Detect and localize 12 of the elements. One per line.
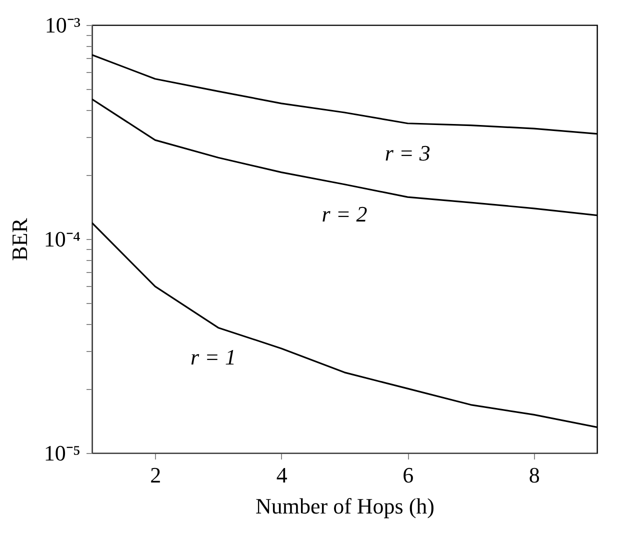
y-tick-label: 10⁻³: [44, 12, 81, 38]
x-tick-label: 6: [402, 462, 414, 488]
y-tick-label: 10⁻⁵: [44, 440, 80, 466]
x-tick-label: 8: [528, 462, 540, 488]
series-label: r = 2: [322, 201, 368, 226]
series-label: r = 1: [190, 344, 236, 370]
y-axis-title: BER: [6, 218, 32, 261]
x-tick-label: 2: [150, 462, 162, 488]
x-axis-title: Number of Hops (h): [255, 494, 435, 518]
x-tick-label: 4: [276, 462, 288, 488]
series-label: r = 3: [384, 140, 430, 166]
y-tick-label: 10⁻⁴: [44, 226, 81, 252]
